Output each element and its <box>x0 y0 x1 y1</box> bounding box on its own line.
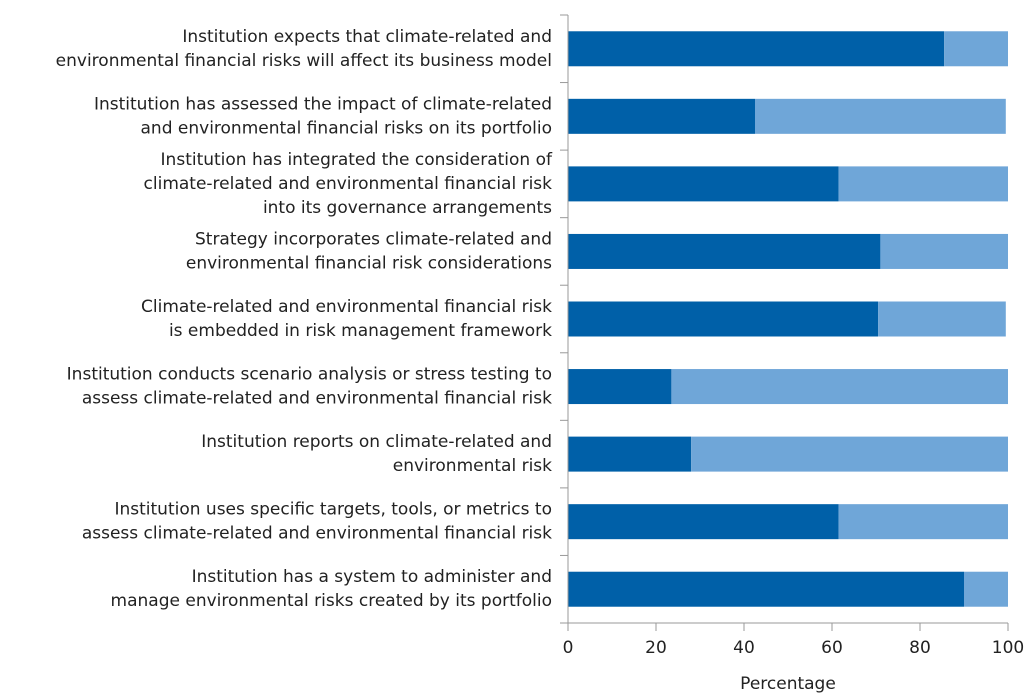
category-label: Institution expects that climate-related… <box>182 27 552 47</box>
category-label: Institution has integrated the considera… <box>161 150 553 170</box>
bar-segment <box>568 571 964 607</box>
x-tick-label: 20 <box>645 638 667 658</box>
bar-segment <box>964 571 1008 607</box>
bar-segment <box>568 31 945 67</box>
bar-segment <box>878 301 1006 337</box>
bar-segment <box>568 369 672 405</box>
category-label: environmental financial risks will affec… <box>56 51 552 71</box>
bar-segment <box>755 98 1006 134</box>
category-label: climate-related and environmental financ… <box>144 174 553 194</box>
category-label: Institution has a system to administer a… <box>192 567 552 587</box>
bar-segment <box>568 504 839 540</box>
category-label: environmental risk <box>393 456 552 476</box>
category-label: assess climate-related and environmental… <box>82 524 552 544</box>
x-axis-label: Percentage <box>740 674 836 694</box>
bar-segment <box>944 31 1008 67</box>
bar-segment <box>568 233 881 269</box>
bar-segment <box>568 301 879 337</box>
category-label: Institution has assessed the impact of c… <box>94 94 552 114</box>
bar-segment <box>838 504 1008 540</box>
bar-segment <box>568 98 755 134</box>
bar-segment <box>691 436 1008 472</box>
x-tick-label: 0 <box>563 638 574 658</box>
category-label: is embedded in risk management framework <box>169 321 552 341</box>
bar-segment <box>880 233 1008 269</box>
bar-segment <box>671 369 1008 405</box>
bar-segment <box>568 166 839 202</box>
category-label: Strategy incorporates climate-related an… <box>195 229 552 249</box>
category-label: environmental financial risk considerati… <box>186 253 552 273</box>
x-tick-label: 40 <box>733 638 755 658</box>
category-label: Institution conducts scenario analysis o… <box>67 365 552 385</box>
x-tick-label: 60 <box>821 638 843 658</box>
bar-segment <box>838 166 1008 202</box>
x-tick-label: 100 <box>992 638 1024 658</box>
category-label: and environmental financial risks on its… <box>141 118 552 138</box>
bar-segment <box>568 436 692 472</box>
category-label: Climate-related and environmental financ… <box>141 297 552 317</box>
category-label: manage environmental risks created by it… <box>111 591 552 611</box>
x-tick-label: 80 <box>909 638 931 658</box>
category-label: Institution uses specific targets, tools… <box>114 500 552 520</box>
category-label: into its governance arrangements <box>263 198 552 218</box>
category-label: assess climate-related and environmental… <box>82 389 552 409</box>
category-label: Institution reports on climate-related a… <box>201 432 552 452</box>
